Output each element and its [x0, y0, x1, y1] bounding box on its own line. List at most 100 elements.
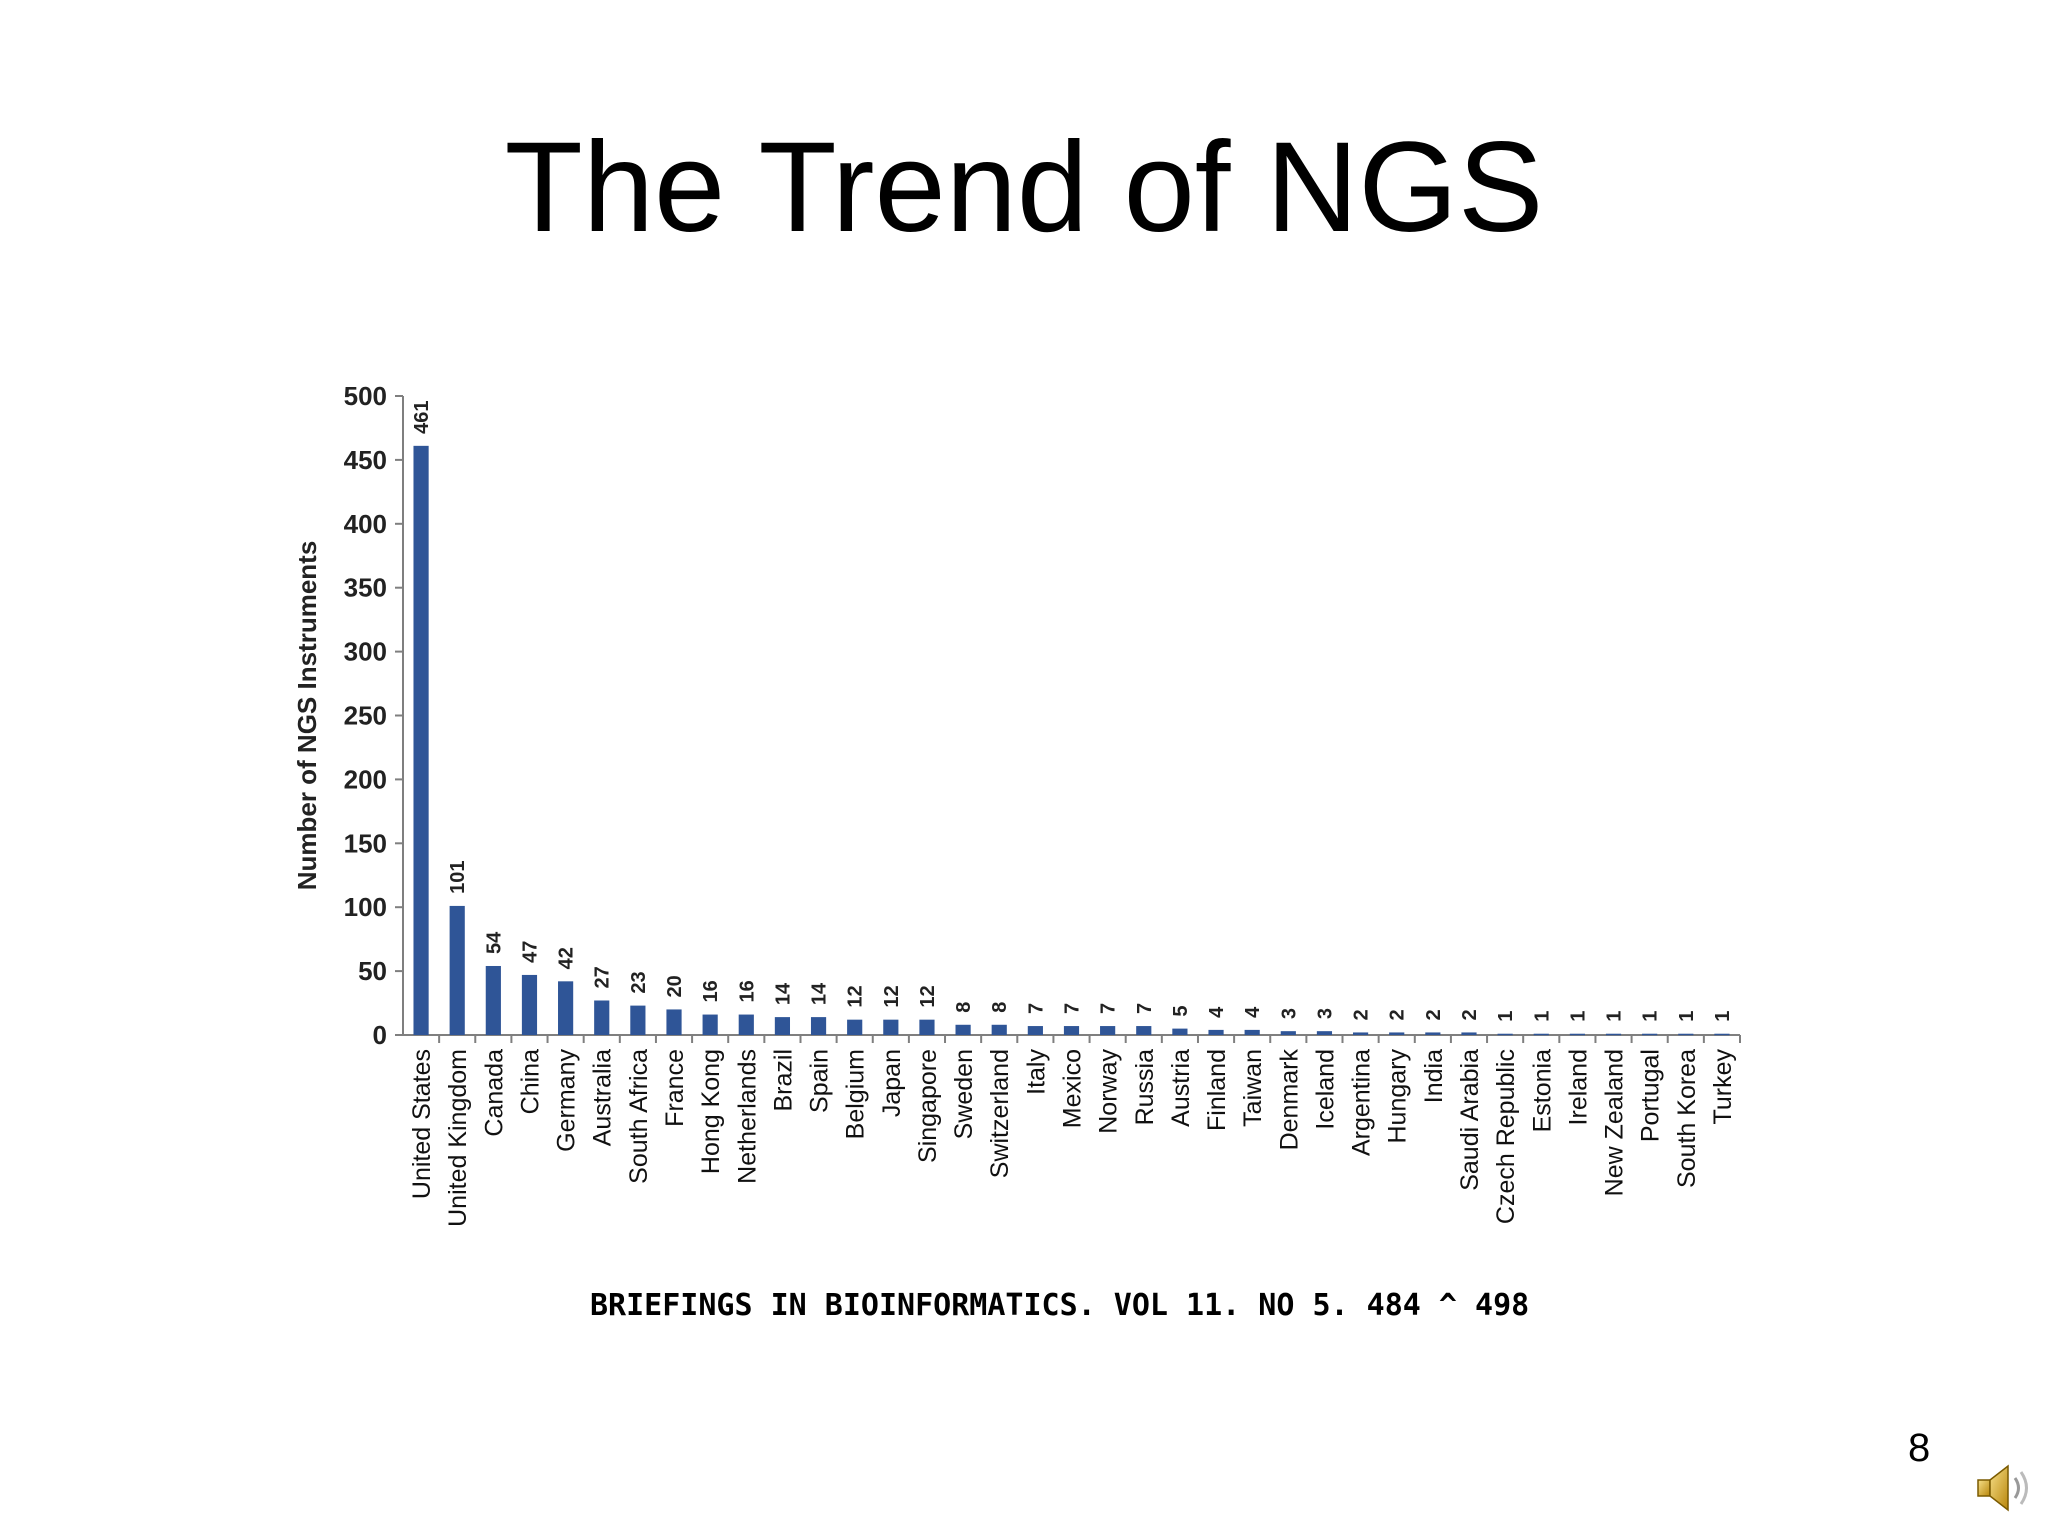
bar [1280, 1031, 1296, 1035]
bar [738, 1014, 754, 1035]
y-tick-label: 200 [344, 764, 387, 794]
y-axis: 0 50 100 150 200 250 300 350 400 450 500 Number of … [292, 381, 1740, 1050]
y-tick-label: 400 [344, 509, 387, 539]
x-tick-label: Ireland [1564, 1049, 1592, 1125]
x-tick-label: United States [408, 1049, 436, 1199]
bar [1533, 1033, 1549, 1036]
data-label: 1 [1531, 1011, 1553, 1022]
x-tick-label: Czech Republic [1492, 1049, 1520, 1224]
y-tick-label: 250 [344, 701, 387, 731]
x-tick-label: United Kingdom [444, 1049, 472, 1227]
x-tick-label: New Zealand [1601, 1049, 1629, 1196]
bar [521, 974, 538, 1035]
x-tick-label: Switzerland [986, 1049, 1014, 1178]
x-tick-label: Spain [806, 1049, 834, 1113]
x-tick-label: Austria [1167, 1049, 1195, 1127]
data-label: 54 [483, 931, 505, 954]
x-tick-label: India [1420, 1049, 1448, 1103]
data-label: 16 [700, 980, 722, 1002]
bar [1316, 1031, 1333, 1035]
bar [1461, 1032, 1477, 1035]
bar [1352, 1032, 1369, 1035]
y-tick-label: 300 [344, 637, 387, 667]
bar [1642, 1033, 1658, 1036]
data-label: 5 [1170, 1005, 1192, 1016]
bar [594, 1000, 610, 1035]
data-label: 4 [1206, 1006, 1228, 1018]
data-label: 461 [411, 400, 433, 433]
bar [702, 1014, 718, 1035]
x-tick-label: Australia [589, 1049, 617, 1146]
data-label: 8 [953, 1002, 975, 1013]
bar [1027, 1026, 1043, 1035]
x-tick-label: Italy [1022, 1049, 1050, 1095]
x-tick-label: China [516, 1049, 544, 1114]
slide-title: The Trend of NGS [504, 116, 1544, 259]
x-tick-label: Denmark [1275, 1049, 1303, 1151]
x-tick-label: Estonia [1528, 1049, 1556, 1132]
data-label: 12 [881, 985, 903, 1007]
bar [1063, 1026, 1080, 1035]
data-label: 7 [1098, 1003, 1120, 1014]
data-label: 1 [1640, 1011, 1662, 1022]
x-tick-label: Sweden [950, 1049, 978, 1139]
data-label: 7 [1025, 1003, 1047, 1014]
x-tick-label: Argentina [1348, 1049, 1376, 1156]
bar [1678, 1033, 1694, 1036]
data-label: 2 [1351, 1009, 1373, 1020]
data-label: 12 [917, 985, 939, 1007]
bar [558, 981, 574, 1035]
bar [774, 1017, 791, 1035]
x-tick-label: South Korea [1673, 1049, 1701, 1188]
data-label: 1 [1495, 1011, 1517, 1022]
data-label: 12 [845, 985, 867, 1007]
x-tick-label: Hong Kong [697, 1049, 725, 1174]
y-axis-label: Number of NGS Instruments [292, 541, 322, 891]
y-tick-label: 500 [344, 381, 387, 411]
x-tick-label: Mexico [1059, 1049, 1087, 1128]
x-tick-label: Saudi Arabia [1456, 1049, 1484, 1191]
x-tick-label: South Africa [625, 1049, 653, 1184]
x-tick-label: Brazil [769, 1049, 797, 1112]
data-label: 42 [556, 947, 578, 969]
bar [883, 1019, 899, 1035]
bar [1208, 1029, 1224, 1035]
x-tick-label: Taiwan [1239, 1049, 1267, 1127]
bar [991, 1024, 1007, 1035]
bar [666, 1009, 682, 1035]
bar [485, 965, 501, 1035]
bar [1244, 1029, 1260, 1035]
data-label: 1 [1712, 1011, 1734, 1022]
data-label: 1 [1604, 1011, 1626, 1022]
data-label: 23 [628, 971, 650, 993]
data-label: 20 [664, 975, 686, 997]
bar [810, 1017, 827, 1035]
x-tick-label: Norway [1095, 1049, 1123, 1134]
bar [1569, 1033, 1585, 1036]
data-label: 8 [989, 1002, 1011, 1013]
bar [413, 445, 429, 1035]
bar [1172, 1028, 1188, 1035]
bars [413, 445, 1730, 1036]
data-label: 2 [1423, 1009, 1445, 1020]
x-tick-label: Iceland [1311, 1049, 1339, 1130]
x-tick-label: Japan [878, 1049, 906, 1117]
speaker-icon[interactable] [1972, 1456, 2036, 1520]
bar [1136, 1026, 1152, 1035]
data-label: 7 [1134, 1003, 1156, 1014]
x-tick-label: Canada [480, 1049, 508, 1137]
data-label: 101 [447, 861, 469, 894]
x-tick-label: Turkey [1709, 1049, 1737, 1125]
y-tick-label: 0 [373, 1020, 387, 1050]
data-label: 2 [1459, 1009, 1481, 1020]
bar [1605, 1033, 1622, 1036]
data-label: 14 [809, 982, 831, 1005]
y-tick-label: 450 [344, 445, 387, 475]
data-label: 14 [772, 982, 794, 1005]
y-tick-label: 350 [344, 573, 387, 603]
page-number: 8 [1908, 1426, 1931, 1470]
x-tick-label: Belgium [842, 1049, 870, 1139]
y-tick-label: 50 [358, 956, 387, 986]
x-tick-label: France [661, 1049, 689, 1127]
